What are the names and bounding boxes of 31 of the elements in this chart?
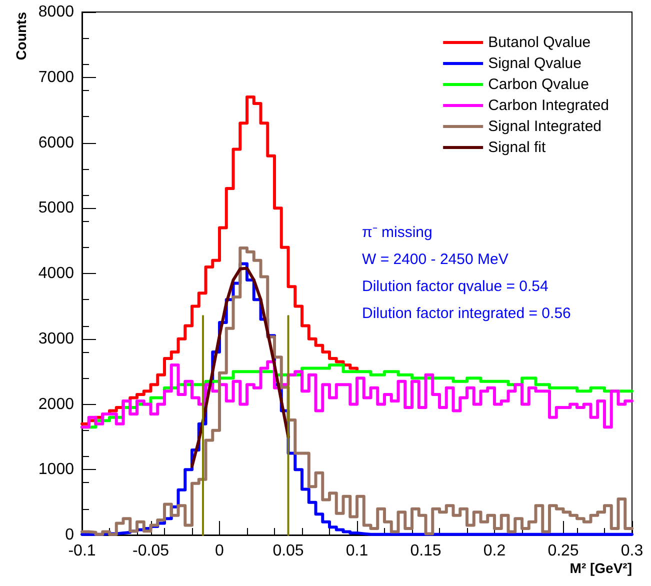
- y-tick-label: 3000: [38, 330, 74, 348]
- x-tick-label: 0.3: [620, 542, 644, 560]
- annotation: Dilution factor integrated = 0.56: [362, 305, 571, 322]
- x-tick-label: -0.1: [68, 542, 96, 560]
- x-tick-label: 0: [215, 542, 224, 560]
- x-tick-label: -0.05: [132, 542, 170, 560]
- x-tick-label: 0.15: [410, 542, 442, 560]
- x-tick-label: 0.25: [548, 542, 579, 560]
- y-tick-label: 5000: [38, 200, 74, 217]
- x-axis-title: M² [GeV²]: [570, 560, 632, 576]
- y-tick-label: 6000: [38, 134, 74, 152]
- legend-label: Signal Qvalue: [488, 55, 582, 72]
- y-tick-label: 0: [65, 526, 74, 544]
- y-tick-label: 1000: [38, 461, 74, 478]
- y-tick-label: 4000: [38, 265, 74, 282]
- annotation: π⁻ missing: [362, 224, 432, 241]
- legend-label: Signal Integrated: [488, 118, 602, 135]
- legend-label: Carbon Integrated: [488, 97, 610, 114]
- legend-label: Carbon Qvalue: [488, 76, 589, 93]
- annotation: W = 2400 - 2450 MeV: [362, 251, 508, 268]
- y-tick-label: 8000: [38, 4, 74, 20]
- x-tick-label: 0.2: [483, 542, 506, 560]
- legend-label: Butanol Qvalue: [488, 34, 591, 51]
- legend-label: Signal fit: [488, 139, 546, 156]
- y-tick-label: 2000: [38, 396, 74, 413]
- line-series: [190, 266, 290, 468]
- annotation: Dilution factor qvalue = 0.54: [362, 278, 548, 295]
- y-axis-title: Counts: [13, 12, 29, 60]
- x-tick-label: 0.05: [272, 542, 304, 560]
- y-tick-label: 7000: [38, 68, 74, 86]
- x-tick-label: 0.1: [346, 542, 368, 560]
